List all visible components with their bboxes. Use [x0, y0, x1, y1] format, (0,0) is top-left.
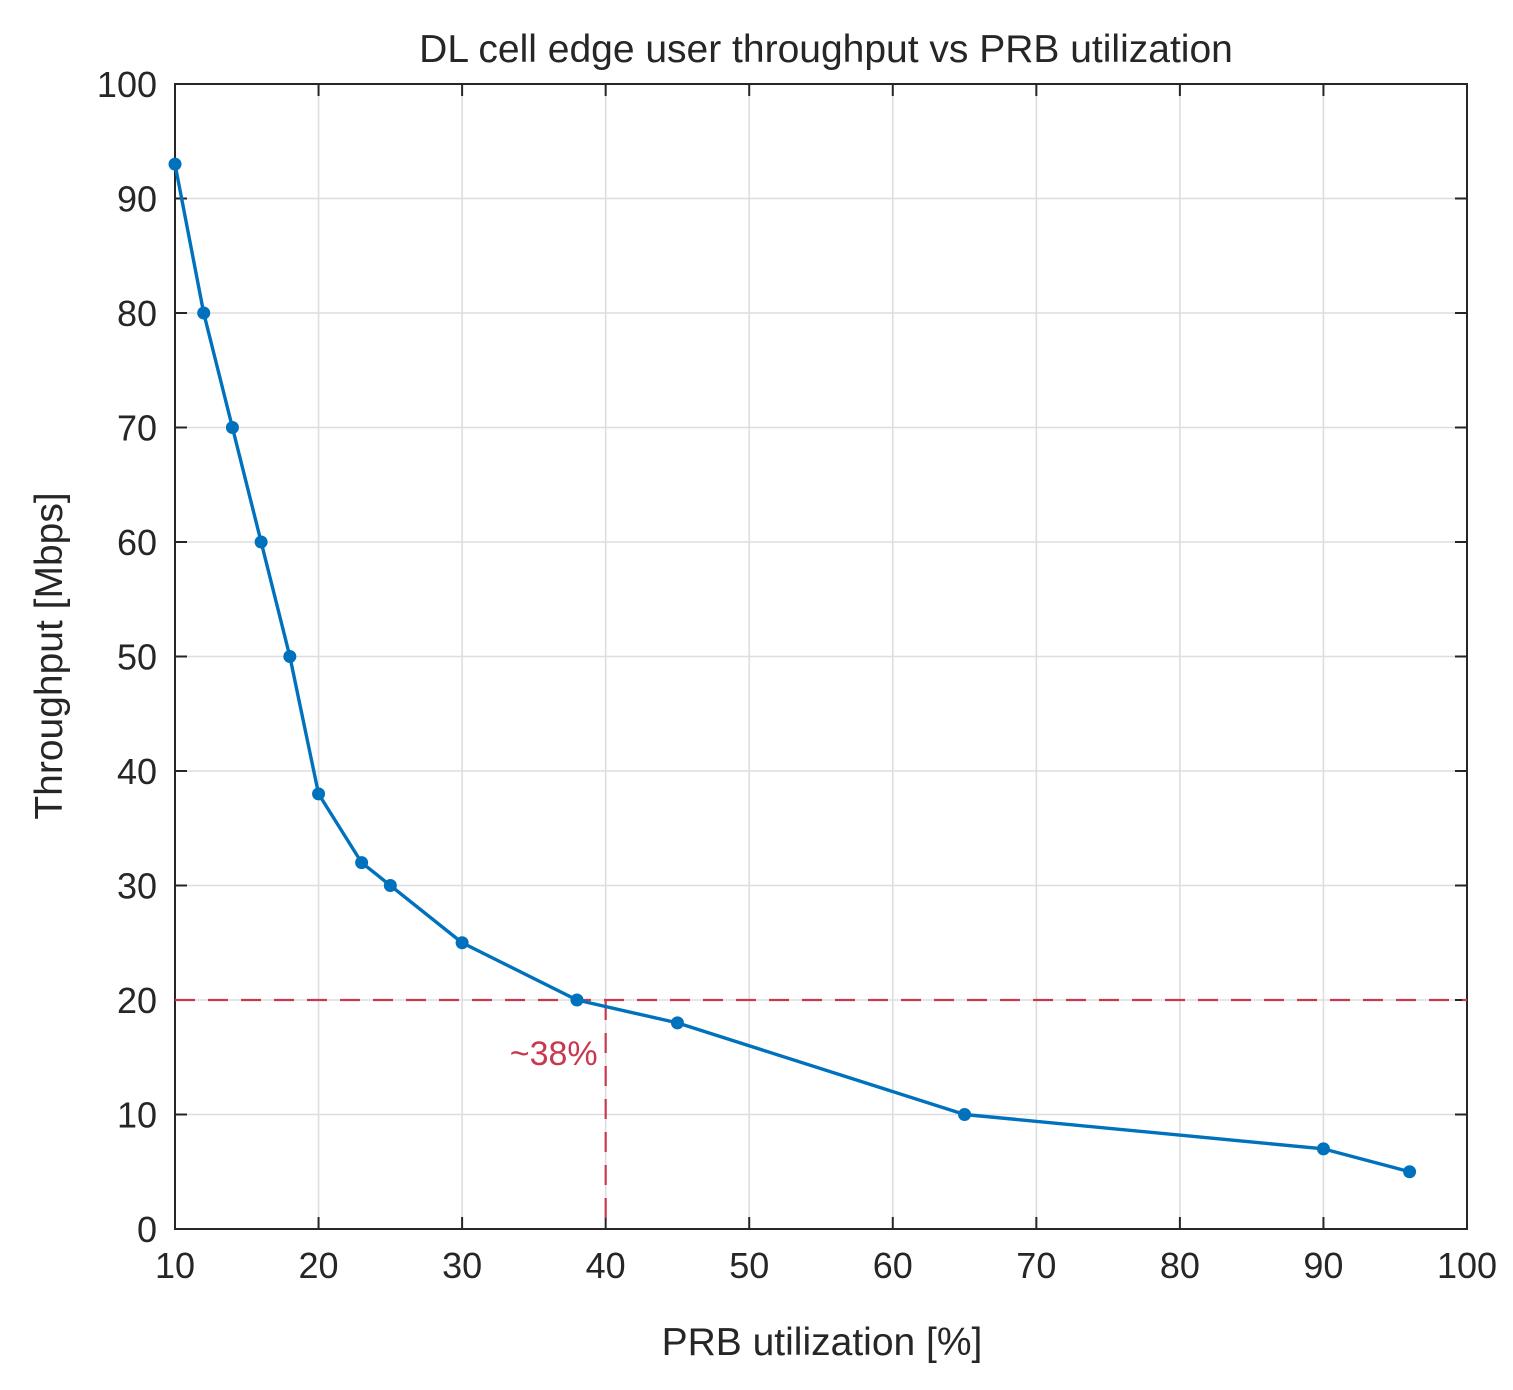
data-point [312, 787, 326, 801]
data-point [225, 421, 239, 434]
reference-annotation: ~38% [510, 1035, 598, 1073]
y-tick-label: 90 [117, 179, 157, 220]
x-tick-label: 80 [1160, 1245, 1200, 1286]
data-point [355, 856, 369, 870]
y-tick-label: 40 [117, 751, 157, 792]
y-tick-label: 10 [117, 1095, 157, 1136]
grid [174, 83, 1468, 1230]
data-point [455, 936, 469, 950]
data-point [383, 879, 397, 892]
tick-labels: 10 20 30 40 50 60 70 80 90 1000102030405060708090… [97, 64, 1497, 1286]
x-tick-label: 90 [1303, 1245, 1343, 1286]
data-point [570, 993, 584, 1007]
data-point [1316, 1142, 1330, 1156]
x-tick-label: 10 [155, 1245, 195, 1286]
x-tick-label: 30 [442, 1245, 482, 1286]
series-line [173, 162, 1412, 1174]
axes [174, 83, 1468, 1230]
y-tick-label: 70 [117, 408, 157, 449]
y-axis-label: Throughput [Mbps] [28, 492, 71, 819]
chart-title: DL cell edge user throughput vs PRB util… [419, 28, 1233, 71]
x-tick-label: 20 [299, 1245, 339, 1286]
y-tick-label: 50 [117, 637, 157, 678]
x-tick-label: 100 [1437, 1245, 1497, 1286]
y-tick-label: 0 [137, 1209, 157, 1250]
data-point [254, 535, 268, 549]
data-point [168, 157, 182, 171]
series-layer [168, 157, 1417, 1179]
x-tick-label: 50 [729, 1245, 769, 1286]
data-point [283, 650, 297, 663]
y-tick-label: 20 [117, 980, 157, 1021]
y-tick-label: 30 [117, 866, 157, 907]
data-point [670, 1016, 684, 1030]
data-point [958, 1108, 972, 1121]
y-tick-label: 80 [117, 293, 157, 334]
y-tick-label: 100 [97, 64, 157, 105]
data-point [197, 306, 211, 320]
reference-lines: ~38% [175, 998, 1467, 1229]
x-axis-label: PRB utilization [%] [662, 1321, 983, 1364]
x-tick-label: 40 [586, 1245, 626, 1286]
x-tick-label: 60 [873, 1245, 913, 1286]
y-tick-label: 60 [117, 522, 157, 563]
data-point [1403, 1165, 1417, 1179]
x-tick-label: 70 [1016, 1245, 1056, 1286]
